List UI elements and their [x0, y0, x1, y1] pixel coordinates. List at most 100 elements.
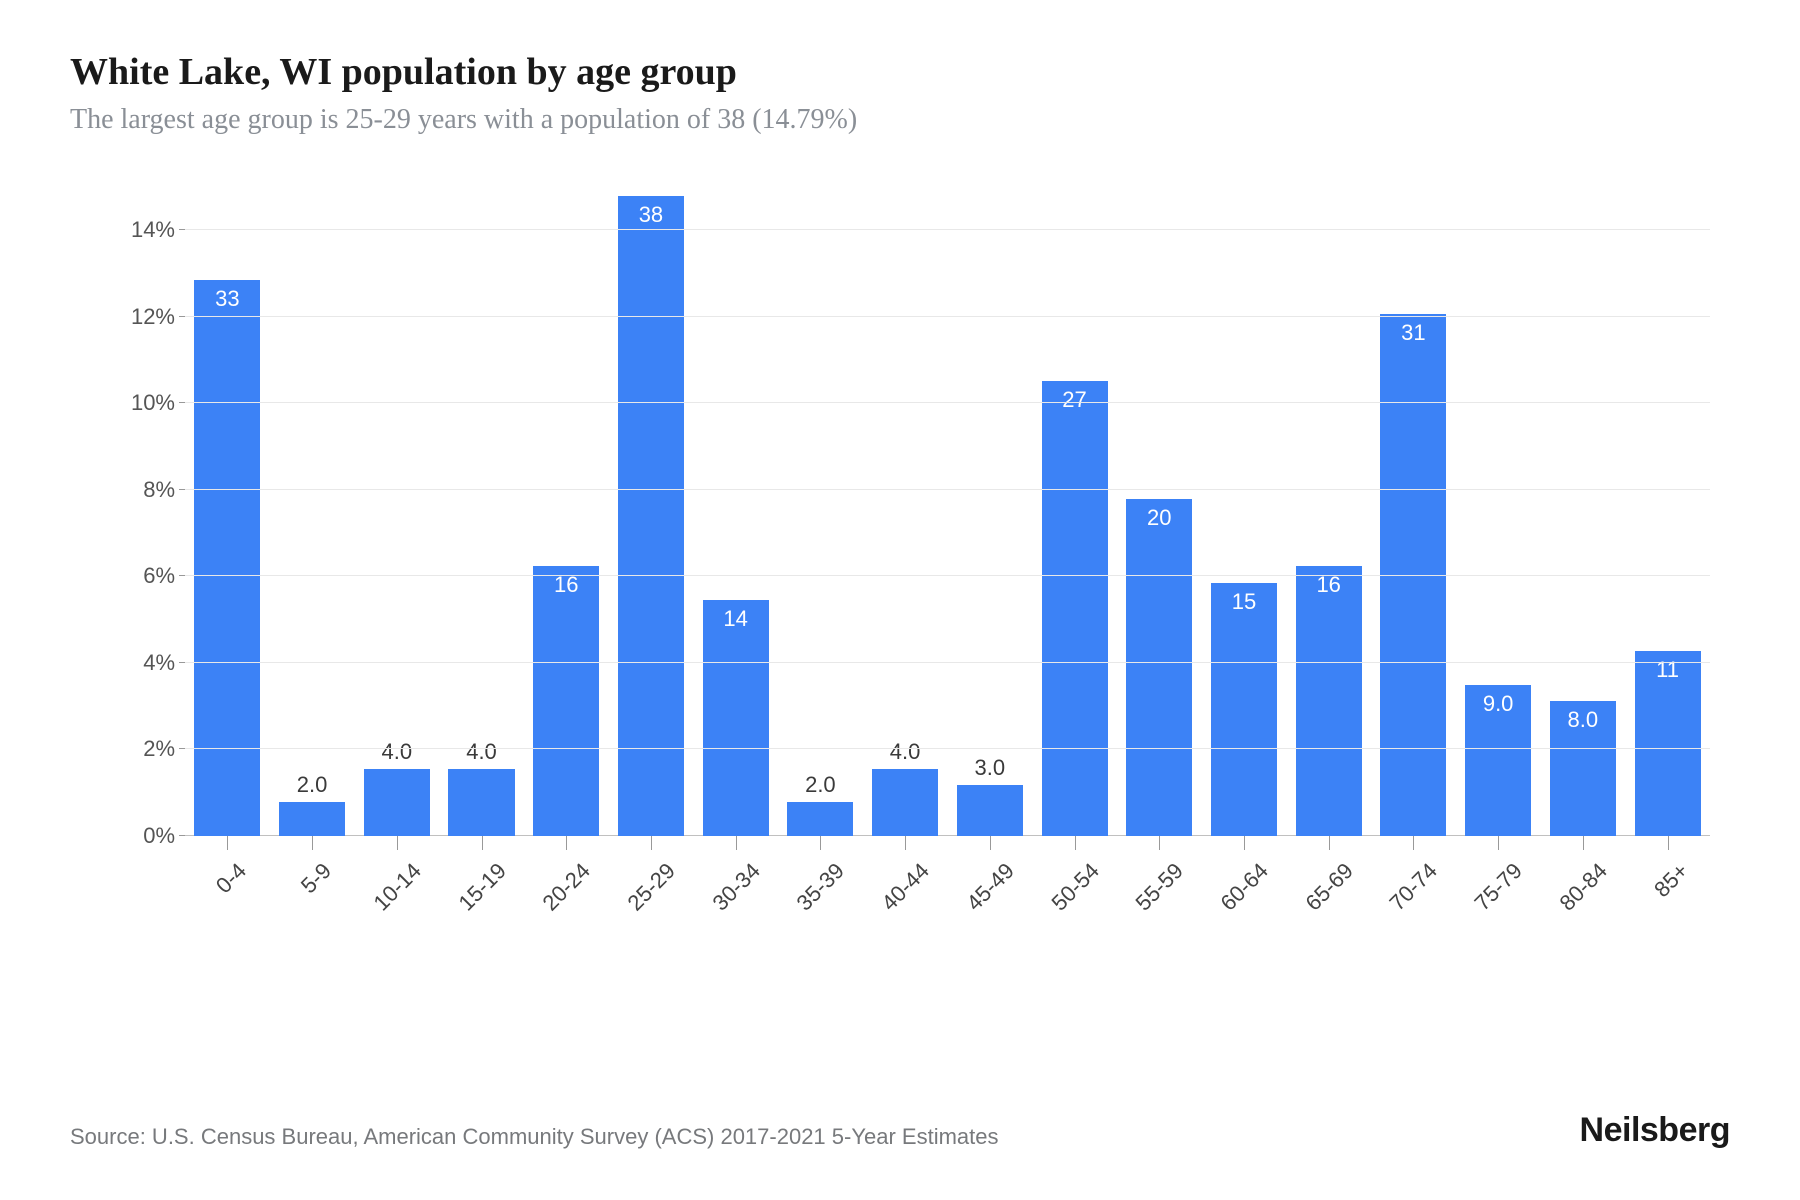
x-tick-label: 20-24 [538, 858, 596, 916]
bar: 8.0 [1550, 701, 1616, 836]
y-tick-label: 10% [125, 390, 175, 416]
x-tick-mark [905, 836, 906, 850]
x-tick-label: 60-64 [1215, 858, 1273, 916]
bars-container: 330-42.05-94.010-144.015-191620-243825-2… [185, 196, 1710, 836]
bar-value-label: 9.0 [1483, 691, 1514, 717]
bar-slot: 1430-34 [693, 196, 778, 836]
bar-slot: 3.045-49 [947, 196, 1032, 836]
x-tick-label: 0-4 [211, 858, 252, 899]
bar: 27 [1042, 381, 1108, 836]
gridline [185, 229, 1710, 230]
x-tick-mark [1244, 836, 1245, 850]
bar: 4.0 [448, 769, 514, 837]
bar-value-label: 4.0 [890, 739, 921, 765]
x-tick-mark [1583, 836, 1584, 850]
bar-slot: 4.015-19 [439, 196, 524, 836]
y-tick-mark [179, 402, 185, 403]
y-tick-label: 12% [125, 304, 175, 330]
y-tick-mark [179, 662, 185, 663]
y-tick-mark [179, 316, 185, 317]
y-tick-label: 0% [125, 823, 175, 849]
x-tick-mark [1413, 836, 1414, 850]
gridline [185, 748, 1710, 749]
x-tick-label: 30-34 [707, 858, 765, 916]
chart-title: White Lake, WI population by age group [70, 50, 1730, 94]
x-tick-label: 85+ [1649, 858, 1694, 903]
x-tick-mark [1498, 836, 1499, 850]
x-tick-mark [990, 836, 991, 850]
bar-value-label: 27 [1062, 387, 1086, 413]
x-tick-mark [482, 836, 483, 850]
x-tick-mark [1668, 836, 1669, 850]
x-tick-label: 45-49 [961, 858, 1019, 916]
bar: 2.0 [279, 802, 345, 836]
x-tick-mark [1329, 836, 1330, 850]
bar: 4.0 [364, 769, 430, 837]
bar-slot: 8.080-84 [1541, 196, 1626, 836]
bar-slot: 1620-24 [524, 196, 609, 836]
bar-value-label: 8.0 [1568, 707, 1599, 733]
bar-slot: 4.040-44 [863, 196, 948, 836]
bar: 38 [618, 196, 684, 836]
x-tick-label: 35-39 [792, 858, 850, 916]
y-tick-mark [179, 748, 185, 749]
bar: 16 [533, 566, 599, 836]
y-tick-mark [179, 229, 185, 230]
x-tick-mark [820, 836, 821, 850]
x-tick-label: 55-59 [1131, 858, 1189, 916]
gridline [185, 489, 1710, 490]
bar-slot: 2.05-9 [270, 196, 355, 836]
bar-value-label: 2.0 [297, 772, 328, 798]
bar: 4.0 [872, 769, 938, 837]
x-tick-label: 5-9 [296, 858, 337, 899]
bar-value-label: 3.0 [975, 755, 1006, 781]
source-text: Source: U.S. Census Bureau, American Com… [70, 1124, 999, 1150]
bar-value-label: 4.0 [466, 739, 497, 765]
bar: 9.0 [1465, 685, 1531, 836]
bar: 16 [1296, 566, 1362, 836]
x-tick-mark [1075, 836, 1076, 850]
bar-value-label: 38 [639, 202, 663, 228]
bar: 15 [1211, 583, 1277, 836]
x-tick-label: 50-54 [1046, 858, 1104, 916]
gridline [185, 662, 1710, 663]
gridline [185, 575, 1710, 576]
x-tick-label: 80-84 [1554, 858, 1612, 916]
y-tick-label: 14% [125, 217, 175, 243]
x-tick-mark [651, 836, 652, 850]
bar-value-label: 15 [1232, 589, 1256, 615]
bar-slot: 9.075-79 [1456, 196, 1541, 836]
bar-slot: 3170-74 [1371, 196, 1456, 836]
y-tick-label: 4% [125, 650, 175, 676]
x-tick-label: 15-19 [453, 858, 511, 916]
bar-slot: 2055-59 [1117, 196, 1202, 836]
bar-slot: 1560-64 [1202, 196, 1287, 836]
x-tick-label: 70-74 [1385, 858, 1443, 916]
gridline [185, 316, 1710, 317]
x-tick-label: 65-69 [1300, 858, 1358, 916]
bar-value-label: 33 [215, 286, 239, 312]
chart-subtitle: The largest age group is 25-29 years wit… [70, 104, 1730, 136]
y-tick-label: 2% [125, 736, 175, 762]
y-tick-label: 8% [125, 477, 175, 503]
bar: 2.0 [787, 802, 853, 836]
brand-logo: Neilsberg [1580, 1111, 1730, 1150]
bar-slot: 1665-69 [1286, 196, 1371, 836]
chart-footer: Source: U.S. Census Bureau, American Com… [70, 1111, 1730, 1150]
x-tick-mark [566, 836, 567, 850]
bar-value-label: 2.0 [805, 772, 836, 798]
bar: 3.0 [957, 785, 1023, 836]
bar-slot: 2750-54 [1032, 196, 1117, 836]
x-tick-label: 40-44 [877, 858, 935, 916]
bar-value-label: 20 [1147, 505, 1171, 531]
x-tick-mark [397, 836, 398, 850]
x-tick-label: 25-29 [622, 858, 680, 916]
plot-area: 330-42.05-94.010-144.015-191620-243825-2… [185, 196, 1710, 836]
x-tick-mark [736, 836, 737, 850]
bar: 11 [1635, 651, 1701, 836]
bar-slot: 3825-29 [609, 196, 694, 836]
x-tick-label: 75-79 [1470, 858, 1528, 916]
y-tick-mark [179, 489, 185, 490]
y-tick-mark [179, 835, 185, 836]
bar: 33 [194, 280, 260, 836]
